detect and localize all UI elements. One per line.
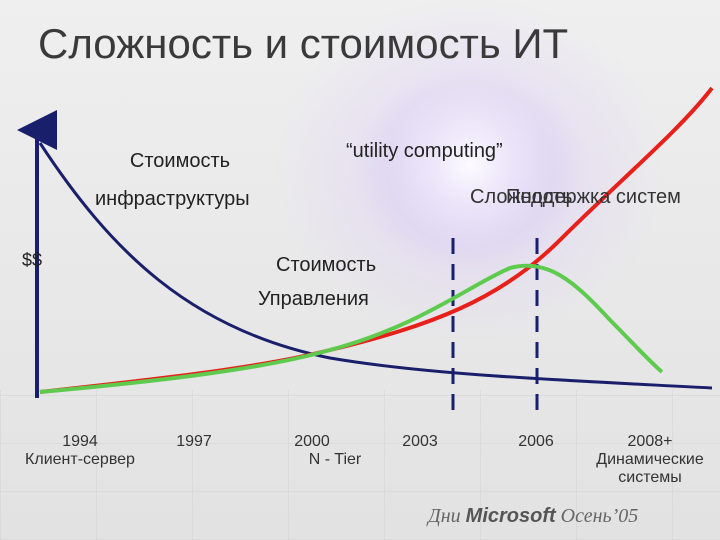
milestone-1997: 1997 [176, 433, 212, 450]
dollars-label: $$ [22, 250, 43, 270]
utility-computing-label: “utility computing” [346, 140, 503, 162]
milestone-2008: 2008+ Динамические системы [596, 433, 704, 486]
microsoft-days-logo: Дни Microsoft Осень’05 [428, 505, 639, 527]
complexity-curve [39, 86, 714, 394]
milestone-2000: 2000 N - Tier [294, 433, 362, 468]
background-tiles [0, 390, 720, 540]
mgmt-cost-label-line1: Стоимость [276, 254, 377, 276]
support-label: Поддержка систем [506, 186, 681, 208]
milestone-2006: 2006 [518, 433, 554, 450]
infra-cost-label-line1: Стоимость [129, 150, 231, 172]
milestone-2003: 2003 [402, 433, 438, 450]
slide-title: Сложность и стоимость ИТ [38, 20, 569, 67]
infra-cost-label-line2: инфраструктуры [95, 188, 250, 210]
management-cost-curve [39, 263, 664, 394]
complexity-label: Сложность [470, 186, 573, 208]
infrastructure-cost-curve [38, 142, 713, 390]
mgmt-cost-label-line2: Управления [258, 288, 369, 310]
milestone-1994: 1994 Клиент-сервер [25, 433, 135, 468]
